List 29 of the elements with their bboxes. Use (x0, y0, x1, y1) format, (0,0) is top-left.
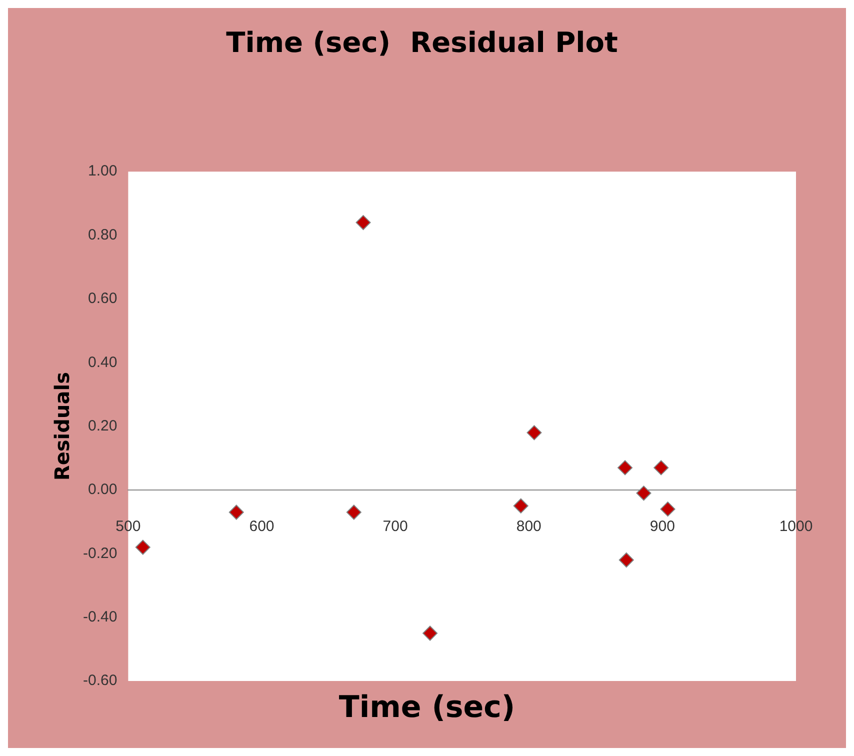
y-tick-label: -0.20 (82, 544, 118, 562)
x-tick-label: 800 (516, 518, 542, 536)
x-tick-label: 700 (382, 518, 408, 536)
chart-title: Time (sec) Residual Plot (226, 26, 618, 60)
y-tick-label: 0.80 (88, 226, 118, 244)
y-tick-label: 0.40 (88, 354, 118, 371)
point (526, 425, 542, 440)
point (228, 504, 244, 520)
x-axis-title: Time (sec) (338, 690, 516, 725)
y-tick-label: -0.60 (82, 672, 118, 690)
y-tick-label: 1.00 (88, 162, 118, 180)
x-tick-label: 500 (116, 518, 141, 536)
x-tick-label: 600 (249, 518, 274, 536)
y-tick-label: 0.00 (88, 481, 118, 498)
point (660, 502, 676, 517)
point (618, 460, 633, 476)
point (346, 504, 362, 520)
x-tick-label: 900 (650, 518, 675, 536)
point (618, 552, 634, 568)
point (135, 540, 150, 555)
y-tick-label: 0.20 (88, 417, 118, 434)
point (654, 460, 669, 476)
point (636, 486, 652, 501)
y-tick-label: 0.60 (88, 290, 118, 308)
point (422, 626, 438, 641)
point (356, 215, 371, 230)
point (513, 498, 528, 514)
y-tick-label: -0.40 (82, 608, 118, 626)
y-axis-title: Residuals (50, 372, 74, 481)
